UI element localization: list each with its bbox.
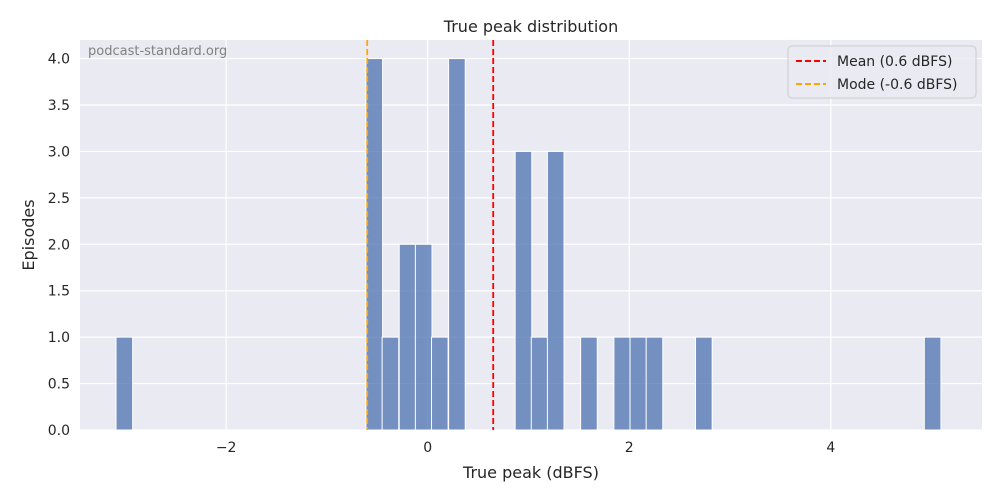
x-tick-labels: −2 0 2 4 bbox=[216, 440, 836, 456]
y-tick-label: 4.0 bbox=[48, 52, 70, 68]
histogram-bar bbox=[514, 150, 533, 431]
histogram-bar bbox=[430, 336, 449, 431]
histogram-bar bbox=[381, 336, 400, 431]
histogram-bar bbox=[629, 336, 648, 431]
legend-mean-label: Mean (0.6 dBFS) bbox=[837, 54, 952, 70]
histogram-bar bbox=[923, 336, 942, 431]
histogram-bar bbox=[613, 336, 632, 431]
legend-box bbox=[787, 45, 977, 99]
y-tick-label: 0.5 bbox=[48, 377, 70, 393]
histogram-bar bbox=[365, 58, 384, 431]
y-tick-label: 2.5 bbox=[48, 191, 70, 207]
y-tick-label: 1.5 bbox=[48, 284, 70, 300]
y-tick-label: 1.0 bbox=[48, 330, 70, 346]
y-tick-labels: 0.0 0.5 1.0 1.5 2.0 2.5 3.0 3.5 4.0 bbox=[48, 52, 70, 439]
histogram-bar bbox=[448, 58, 466, 431]
x-tick-label: 0 bbox=[423, 440, 432, 456]
watermark-text: podcast-standard.org bbox=[88, 44, 227, 59]
x-tick-label: 2 bbox=[625, 440, 634, 456]
y-tick-label: 2.0 bbox=[48, 237, 70, 253]
histogram-bar bbox=[115, 336, 134, 431]
histogram-bar bbox=[414, 243, 433, 431]
legend-mode-label: Mode (-0.6 dBFS) bbox=[837, 77, 957, 93]
chart-title: True peak distribution bbox=[443, 17, 618, 36]
histogram-bar bbox=[580, 336, 598, 431]
x-tick-label: −2 bbox=[216, 440, 237, 456]
reference-lines bbox=[366, 40, 495, 430]
y-tick-label: 0.0 bbox=[48, 423, 70, 439]
y-tick-label: 3.5 bbox=[48, 98, 70, 114]
histogram-bar bbox=[695, 336, 713, 431]
y-tick-label: 3.0 bbox=[48, 144, 70, 160]
histogram-bar bbox=[530, 336, 549, 431]
histogram-bars bbox=[115, 58, 942, 431]
histogram-bar bbox=[645, 336, 664, 431]
y-axis-label: Episodes bbox=[19, 199, 38, 270]
histogram-bar bbox=[546, 150, 565, 431]
legend: Mean (0.6 dBFS) Mode (-0.6 dBFS) bbox=[787, 45, 977, 99]
x-axis-label: True peak (dBFS) bbox=[462, 463, 599, 482]
x-tick-label: 4 bbox=[826, 440, 835, 456]
histogram-bar bbox=[398, 243, 417, 431]
